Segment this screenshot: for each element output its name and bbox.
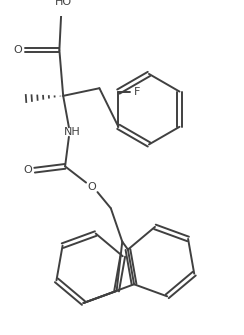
Text: O: O — [13, 45, 22, 55]
Text: HO: HO — [55, 0, 72, 7]
Text: O: O — [24, 165, 32, 175]
Text: F: F — [134, 86, 141, 96]
Text: NH: NH — [64, 127, 81, 137]
Text: O: O — [87, 182, 96, 192]
